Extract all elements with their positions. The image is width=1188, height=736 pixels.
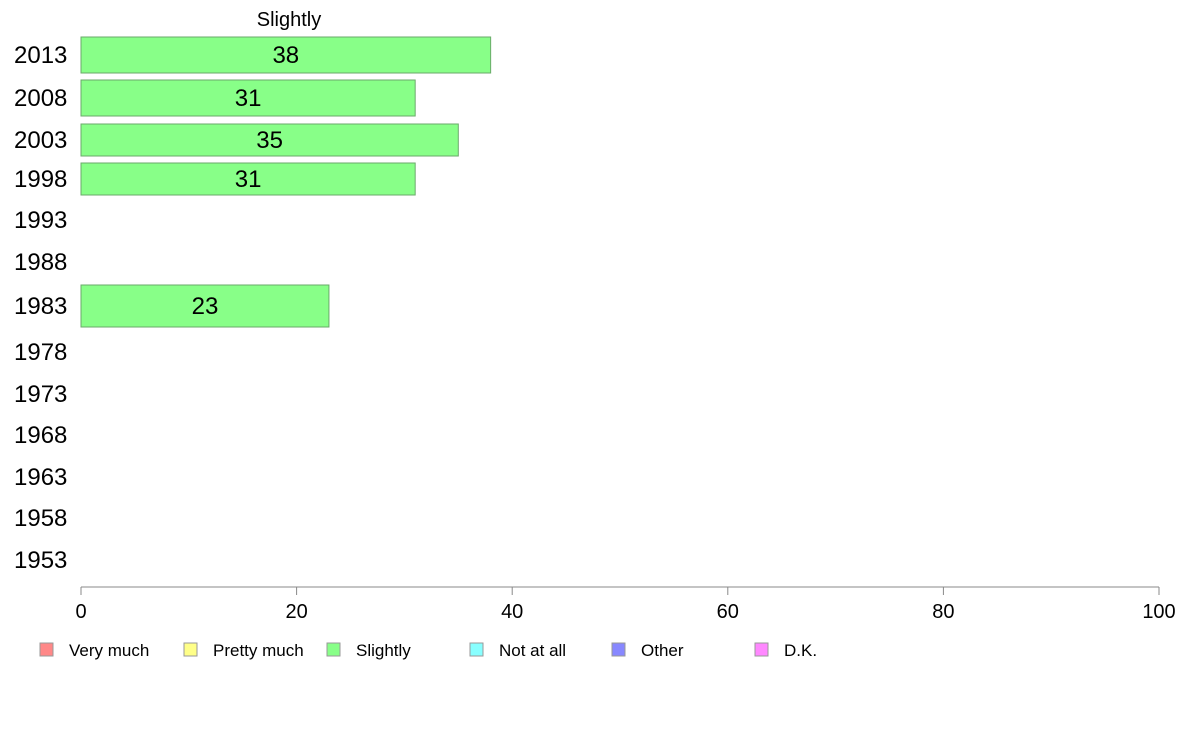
category-label: 1963 [14, 464, 67, 491]
bar-value-label: 31 [235, 166, 262, 193]
legend-swatch [754, 642, 769, 657]
bar [80, 36, 492, 74]
x-tick-label: 20 [285, 601, 307, 623]
x-axis: 0 20 40 60 80 100 [75, 586, 1176, 623]
chart-title: Slightly [257, 9, 321, 31]
x-tick-label: 60 [717, 601, 739, 623]
category-label: 2003 [14, 127, 67, 154]
bar [80, 284, 330, 328]
bar [80, 79, 416, 117]
category-label: 1953 [14, 547, 67, 574]
category-label: 1983 [14, 293, 67, 320]
bars-group: 38 31 35 31 23 [80, 36, 492, 328]
category-label: 1998 [14, 166, 67, 193]
bar [80, 162, 416, 196]
x-tick-label: 80 [932, 601, 954, 623]
legend-label: Slightly [356, 641, 411, 660]
x-tick-label: 40 [501, 601, 523, 623]
bar-value-label: 31 [235, 85, 262, 112]
legend-label: Pretty much [213, 641, 304, 660]
legend-label: D.K. [784, 641, 817, 660]
legend-swatch [39, 642, 54, 657]
category-label: 1968 [14, 422, 67, 449]
legend-label: Very much [69, 641, 149, 660]
x-tick-label: 0 [75, 601, 86, 623]
legend-label: Other [641, 641, 684, 660]
category-label: 2008 [14, 85, 67, 112]
category-label: 1973 [14, 381, 67, 408]
category-label: 1978 [14, 339, 67, 366]
legend-swatch [183, 642, 198, 657]
bar [80, 123, 459, 157]
category-label: 1993 [14, 207, 67, 234]
bar-value-label: 23 [192, 293, 219, 320]
category-label: 1958 [14, 505, 67, 532]
legend-label: Not at all [499, 641, 566, 660]
category-label: 2013 [14, 42, 67, 69]
legend-swatch [611, 642, 626, 657]
category-labels: 2013 2008 2003 1998 1993 1988 1983 1978 1973 1968… [14, 42, 67, 574]
bar-value-label: 38 [272, 42, 299, 69]
legend-swatch [326, 642, 341, 657]
legend-swatch [469, 642, 484, 657]
category-label: 1988 [14, 249, 67, 276]
legend: Very much Pretty much Slightly Not at all Ot… [39, 641, 817, 660]
bar-value-label: 35 [256, 127, 283, 154]
x-tick-label: 100 [1142, 601, 1175, 623]
